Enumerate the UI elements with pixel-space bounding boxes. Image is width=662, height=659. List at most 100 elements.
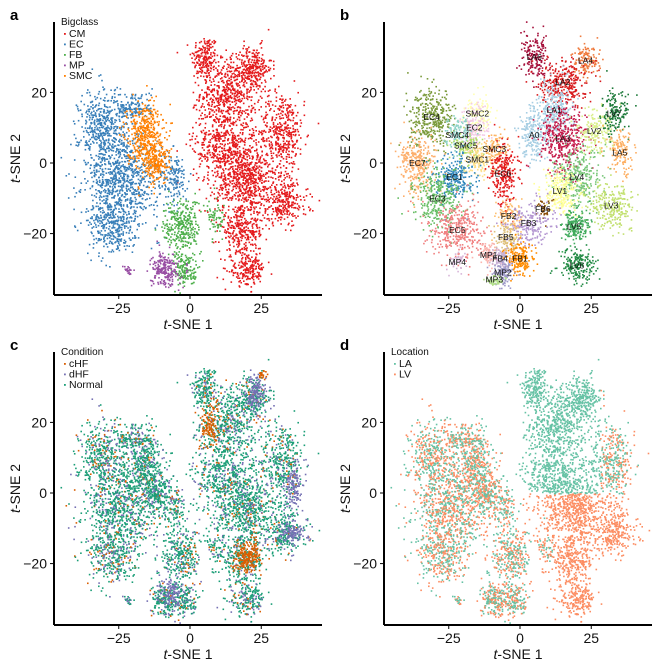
data-point (109, 214, 112, 216)
data-point (85, 219, 88, 222)
data-point (258, 230, 261, 232)
data-point (275, 100, 278, 102)
data-point (209, 151, 211, 154)
data-point (223, 75, 226, 78)
data-point (264, 163, 267, 166)
data-point (215, 116, 217, 118)
data-point (249, 86, 252, 88)
data-point (189, 139, 191, 141)
data-point (246, 159, 249, 161)
data-point (220, 57, 222, 59)
data-point (230, 163, 232, 165)
data-point (241, 256, 244, 259)
data-point (256, 61, 259, 64)
data-point (221, 95, 223, 97)
data-point (207, 56, 210, 59)
data-point (125, 146, 127, 148)
data-point (99, 144, 102, 147)
data-point (96, 96, 99, 99)
data-point (275, 191, 278, 193)
data-point (225, 100, 227, 103)
data-point (234, 177, 236, 179)
data-point (218, 136, 220, 139)
data-point (280, 171, 283, 174)
data-point (204, 127, 206, 129)
data-point (128, 108, 131, 111)
data-point (79, 109, 82, 111)
data-point (150, 146, 152, 149)
data-point (223, 102, 225, 105)
data-point (196, 179, 198, 181)
data-point (256, 155, 258, 157)
data-point (240, 219, 243, 221)
data-point (101, 212, 104, 214)
data-point (230, 61, 232, 64)
data-point (224, 182, 226, 184)
data-point (95, 237, 98, 240)
data-point (194, 65, 196, 68)
data-point (126, 204, 128, 206)
data-point (194, 142, 197, 145)
data-point (223, 105, 225, 108)
data-point (241, 97, 244, 100)
data-point (247, 77, 249, 79)
data-point (129, 207, 132, 210)
data-point (145, 206, 147, 209)
data-point (238, 223, 240, 226)
data-point (89, 187, 92, 190)
data-point (252, 64, 254, 67)
data-point (73, 133, 76, 136)
data-point (257, 177, 260, 180)
data-point (130, 149, 132, 152)
data-point (122, 223, 124, 225)
data-point (282, 111, 284, 113)
data-point (245, 269, 247, 272)
data-point (111, 181, 114, 183)
data-point (214, 150, 217, 153)
data-point (291, 213, 293, 216)
data-point (265, 65, 268, 67)
data-point (259, 252, 261, 255)
data-point (124, 165, 126, 168)
data-point (286, 131, 288, 133)
data-point (279, 194, 281, 196)
data-point (97, 238, 100, 240)
data-point (116, 202, 118, 205)
data-point (123, 109, 125, 112)
data-point (226, 63, 229, 66)
data-point (243, 274, 246, 276)
data-point (286, 116, 288, 119)
data-point (256, 225, 258, 227)
data-point (79, 191, 82, 193)
data-point (291, 206, 293, 209)
data-point (141, 169, 143, 171)
data-point (254, 164, 256, 166)
data-point (246, 64, 248, 66)
data-point (135, 182, 138, 185)
data-point (110, 182, 113, 185)
data-point (114, 229, 117, 231)
data-point (120, 165, 122, 167)
data-point (102, 154, 105, 156)
data-point (249, 149, 251, 151)
data-point (123, 144, 126, 147)
data-point (228, 241, 231, 244)
data-point (124, 240, 127, 243)
data-point (111, 109, 113, 111)
data-point (94, 129, 96, 131)
data-point (250, 250, 252, 252)
data-point (244, 283, 247, 285)
data-point (302, 205, 304, 207)
data-point (99, 161, 102, 163)
data-point (211, 137, 213, 140)
data-point (108, 134, 111, 137)
data-point (231, 180, 233, 182)
data-point (257, 201, 260, 204)
data-point (197, 56, 200, 58)
data-point (278, 150, 281, 153)
data-point (115, 241, 117, 243)
data-point (195, 44, 197, 47)
data-point (137, 173, 139, 176)
data-point (154, 227, 157, 229)
data-point (221, 209, 224, 211)
